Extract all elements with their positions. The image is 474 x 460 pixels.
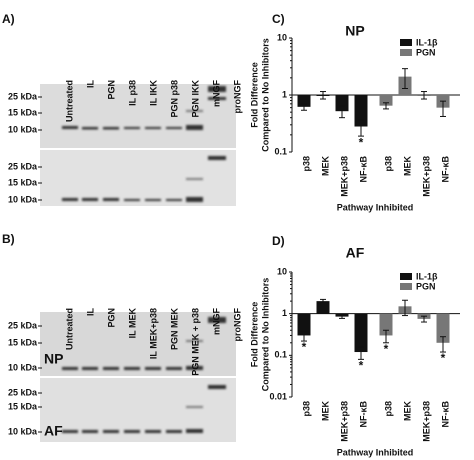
legend-swatch [400,49,412,56]
x-tick-label: p38 [383,401,393,417]
lane-label: PGN MEK [169,308,179,351]
marker-label: 10 kDa [8,124,38,134]
legend-label: PGN [416,281,436,291]
marker-label: 25 kDa [8,161,38,171]
x-tick-label: MEK+p38 [339,156,349,197]
significance: * [359,359,364,373]
marker-label: 25 kDa [8,387,38,397]
lane-label: PGN [106,308,116,328]
y-tick-label: 0.01 [269,391,287,401]
lane-label: IL MEK [127,308,137,339]
y-axis-label: Fold Difference [249,62,259,128]
y-tick-label: 0.1 [274,146,287,156]
x-tick-label: p38 [301,156,311,172]
legend-swatch [400,273,412,280]
y-tick-label: 1 [282,89,287,99]
legend-swatch [400,283,412,290]
legend-label: PGN [416,47,436,57]
panel-label: A) [2,12,15,26]
significance: * [384,342,389,356]
x-tick-label: p38 [383,156,393,172]
bar [354,313,368,353]
marker-label: 15 kDa [8,177,38,187]
lane-label: IL [85,79,95,88]
bar [379,313,393,336]
blot-b2 [40,378,236,442]
marker-label: 10 kDa [8,362,38,372]
lane-label: IL IKK [148,80,158,106]
x-axis-label: Pathway Inhibited [337,202,414,212]
legend-label: IL-1β [416,271,438,281]
lane-label: PGN p38 [169,80,179,118]
bar [436,313,450,343]
legend-label: IL-1β [416,37,438,47]
x-tick-label: NF-κB [440,401,450,428]
significance: * [441,351,446,365]
x-tick-label: MEK [402,156,412,177]
marker-label: 15 kDa [8,107,38,117]
marker-label: 25 kDa [8,91,38,101]
lane-label: proNGF [232,308,242,342]
bar [354,95,368,127]
chart-title: NP [345,23,364,39]
panel-label: C) [272,12,285,26]
bar [335,95,349,112]
blot-a2 [40,150,236,206]
panel-label: B) [2,232,15,246]
bar [297,313,311,336]
lane-label: mNGF [211,307,221,335]
legend-swatch [400,39,412,46]
lane-label: proNGF [232,80,242,114]
lane-label: Untreated [64,80,74,122]
marker-label: 25 kDa [8,320,38,330]
x-tick-label: NF-κB [358,401,368,428]
x-tick-label: MEK [402,401,412,422]
y-tick-label: 10 [277,266,287,276]
lane-label: IL MEK+p38 [148,308,158,359]
y-axis-label: Compared to No Inhibitors [260,38,270,152]
bar [297,95,311,107]
y-tick-label: 0.1 [274,350,287,360]
significance: * [302,340,307,354]
x-tick-label: MEK [320,156,330,177]
lane-label: IL p38 [127,80,137,106]
y-tick-label: 10 [277,32,287,42]
bar [316,301,330,314]
bar [379,95,393,106]
marker-label: 15 kDa [8,337,38,347]
marker-label: 10 kDa [8,426,38,436]
y-axis-label: Fold Difference [249,302,259,368]
x-tick-label: MEK+p38 [421,401,431,442]
blot-label: NP [44,351,63,367]
blot-b1 [40,312,236,376]
lane-label: PGN MEK + p38 [190,308,200,376]
x-axis-label: Pathway Inhibited [337,447,414,457]
blot-label: AF [44,423,63,439]
y-axis-label: Compared to No Inhibitors [260,278,270,392]
x-tick-label: MEK+p38 [421,156,431,197]
lane-label: Untreated [64,308,74,350]
x-tick-label: p38 [301,401,311,417]
y-tick-label: 1 [282,308,287,318]
significance: * [359,135,364,149]
marker-label: 15 kDa [8,401,38,411]
blot-a1 [40,84,236,148]
panel-label: D) [272,234,285,248]
x-tick-label: NF-κB [358,156,368,183]
marker-label: 10 kDa [8,194,38,204]
lane-label: mNGF [211,79,221,107]
x-tick-label: MEK [320,401,330,422]
lane-label: PGN [106,80,116,100]
x-tick-label: NF-κB [440,156,450,183]
chart-title: AF [346,245,365,261]
lane-label: PGN IKK [190,80,200,118]
x-tick-label: MEK+p38 [339,401,349,442]
lane-label: IL [85,307,95,316]
